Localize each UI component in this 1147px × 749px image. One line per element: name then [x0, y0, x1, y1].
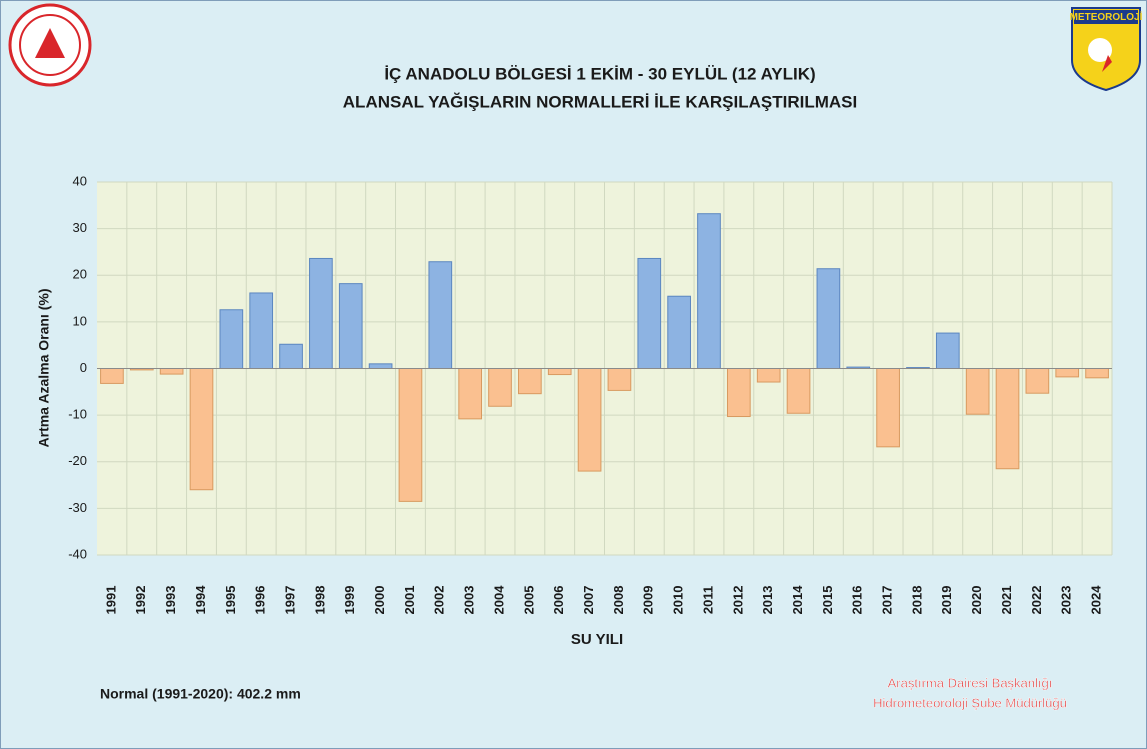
x-tick-label: 2013 [760, 586, 775, 615]
bar [727, 369, 750, 417]
x-tick-label: 2003 [462, 586, 477, 615]
bar [698, 214, 721, 369]
x-tick-label: 2016 [850, 586, 865, 615]
bar [966, 369, 989, 415]
bar [608, 369, 631, 391]
y-tick-label: 0 [80, 360, 87, 375]
x-axis-label: SU YILI [571, 631, 623, 648]
x-tick-label: 2014 [790, 585, 805, 615]
left-emblem [10, 5, 90, 85]
bar [190, 369, 213, 490]
credit-line: Araştırma Dairesi Başkanlığı [888, 675, 1053, 690]
bar [519, 369, 542, 394]
bar [1056, 369, 1079, 377]
credit-line: Hidrometeoroloji Şube Müdürlüğü [873, 695, 1067, 710]
x-tick-label: 2020 [969, 586, 984, 615]
x-tick-label: 2004 [491, 585, 506, 615]
logo-text: METEOROLOJİ [1070, 10, 1143, 23]
bar [668, 296, 691, 368]
x-tick-label: 1999 [342, 586, 357, 615]
normal-note: Normal (1991-2020): 402.2 mm [100, 686, 301, 702]
x-tick-label: 1998 [312, 586, 327, 615]
bar [160, 369, 183, 375]
x-tick-label: 2011 [700, 586, 715, 614]
chart: METEOROLOJİ İÇ ANADOLU BÖLGESİ 1 EKİM - … [0, 0, 1147, 749]
x-tick-label: 2019 [939, 586, 954, 615]
x-tick-label: 1994 [193, 585, 208, 615]
x-tick-label: 2008 [611, 586, 626, 615]
y-tick-label: -20 [68, 453, 87, 468]
x-tick-label: 2006 [551, 586, 566, 615]
y-tick-label: -30 [68, 500, 87, 515]
y-tick-label: -40 [68, 546, 87, 561]
x-tick-label: 2009 [641, 586, 656, 615]
bar [339, 284, 362, 369]
bar [399, 369, 422, 502]
x-tick-label: 1991 [103, 586, 118, 615]
x-tick-label: 1997 [282, 586, 297, 615]
x-tick-label: 2024 [1089, 585, 1104, 615]
bar [817, 269, 840, 369]
x-tick-label: 1995 [223, 586, 238, 615]
chart-subtitle: ALANSAL YAĞIŞLARIN NORMALLERİ İLE KARŞIL… [343, 92, 857, 111]
y-tick-label: 40 [73, 173, 87, 188]
x-tick-label: 2021 [999, 586, 1014, 615]
x-tick-label: 2017 [880, 586, 895, 615]
bar [877, 369, 900, 447]
bar [489, 369, 512, 407]
x-tick-label: 2018 [909, 586, 924, 615]
x-tick-label: 2002 [432, 586, 447, 615]
x-tick-label: 2022 [1029, 586, 1044, 615]
bar [250, 293, 273, 369]
y-tick-label: 20 [73, 267, 87, 282]
x-tick-label: 1992 [133, 586, 148, 615]
bar [1086, 369, 1109, 378]
bar [459, 369, 482, 419]
x-tick-label: 2023 [1059, 586, 1074, 615]
y-tick-label: 10 [73, 313, 87, 328]
y-axis-label: Artma Azalma Oranı (%) [36, 289, 52, 448]
x-tick-label: 2000 [372, 586, 387, 615]
x-tick-label: 2010 [671, 586, 686, 615]
x-tick-label: 1996 [253, 586, 268, 615]
x-tick-label: 2012 [730, 586, 745, 615]
x-tick-label: 2005 [521, 586, 536, 615]
right-logo: METEOROLOJİ [1070, 8, 1143, 90]
bar [578, 369, 601, 472]
bar [996, 369, 1019, 469]
y-tick-label: -10 [68, 407, 87, 422]
bar [787, 369, 810, 414]
bar [936, 333, 959, 368]
chart-title: İÇ ANADOLU BÖLGESİ 1 EKİM - 30 EYLÜL (12… [384, 64, 815, 83]
bar [548, 369, 571, 375]
x-tick-label: 2007 [581, 586, 596, 615]
bar [429, 262, 452, 369]
y-tick-label: 30 [73, 220, 87, 235]
bar [280, 344, 303, 368]
bar [101, 369, 124, 384]
bar [310, 258, 333, 368]
bar [220, 310, 243, 369]
x-tick-label: 2001 [402, 586, 417, 615]
bar [757, 369, 780, 383]
x-tick-label: 1993 [163, 586, 178, 615]
bar [1026, 369, 1049, 394]
x-tick-label: 2015 [820, 586, 835, 615]
bar [369, 364, 392, 369]
bar [638, 258, 661, 368]
